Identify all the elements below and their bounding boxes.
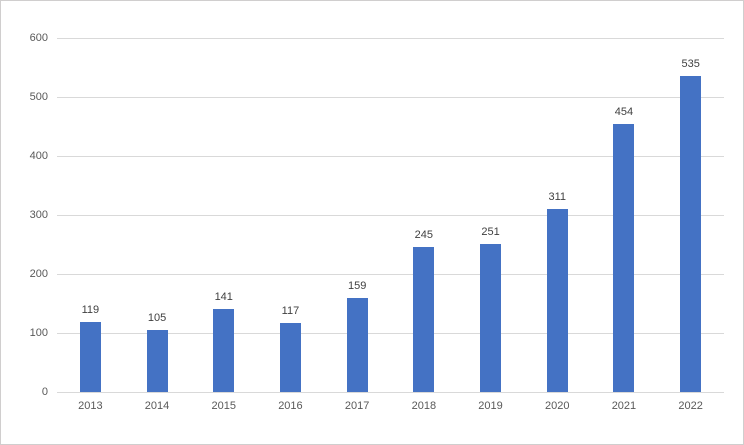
y-axis-tick-label: 0: [41, 386, 48, 398]
x-axis-tick-label: 2013: [78, 400, 103, 412]
gridline: [57, 274, 724, 275]
bar-2017[interactable]: [346, 298, 368, 392]
bar-2019[interactable]: [480, 243, 502, 392]
bar-value-label: 119: [81, 303, 100, 316]
gridline: [57, 215, 724, 216]
bar-value-label: 535: [681, 58, 700, 71]
x-axis-tick-label: 2015: [211, 400, 236, 412]
bar-2015[interactable]: [213, 308, 235, 392]
x-axis-tick-label: 2018: [411, 400, 437, 412]
bar-2020[interactable]: [546, 208, 568, 392]
x-axis-tick-label: 2016: [278, 400, 303, 412]
x-axis-tick-label: 2019: [478, 400, 503, 412]
gridline: [57, 392, 724, 393]
y-axis-tick-label: 400: [29, 150, 48, 162]
bar-2014[interactable]: [146, 330, 168, 392]
y-axis-tick-label: 500: [29, 91, 48, 103]
bar-value-label: 245: [414, 229, 434, 242]
y-axis-tick-label: 300: [29, 209, 48, 221]
y-axis-tick-label: 200: [29, 268, 48, 280]
y-axis-tick-label: 100: [29, 327, 48, 339]
bar-value-label: 251: [481, 225, 500, 238]
bar-value-label: 159: [347, 280, 367, 293]
x-axis-tick-label: 2017: [344, 400, 370, 412]
bar-2016[interactable]: [279, 322, 301, 392]
bar-value-label: 105: [147, 312, 167, 325]
bar-2018[interactable]: [413, 247, 435, 392]
bar-value-label: 454: [614, 106, 634, 119]
bar-value-label: 311: [548, 190, 567, 203]
gridline: [57, 156, 724, 157]
bar-2022[interactable]: [680, 76, 702, 392]
x-axis-tick-label: 2014: [144, 400, 170, 412]
bar-2021[interactable]: [613, 124, 635, 392]
x-axis-tick-label: 2022: [678, 400, 703, 412]
x-axis-tick-label: 2021: [611, 400, 637, 412]
gridline: [57, 97, 724, 98]
bar-2013[interactable]: [79, 321, 101, 392]
gridline: [57, 333, 724, 334]
x-axis-tick-label: 2020: [545, 400, 570, 412]
gridline: [57, 38, 724, 39]
bar-value-label: 141: [214, 290, 233, 303]
bar-value-label: 117: [281, 304, 300, 317]
y-axis-tick-label: 600: [29, 32, 48, 44]
